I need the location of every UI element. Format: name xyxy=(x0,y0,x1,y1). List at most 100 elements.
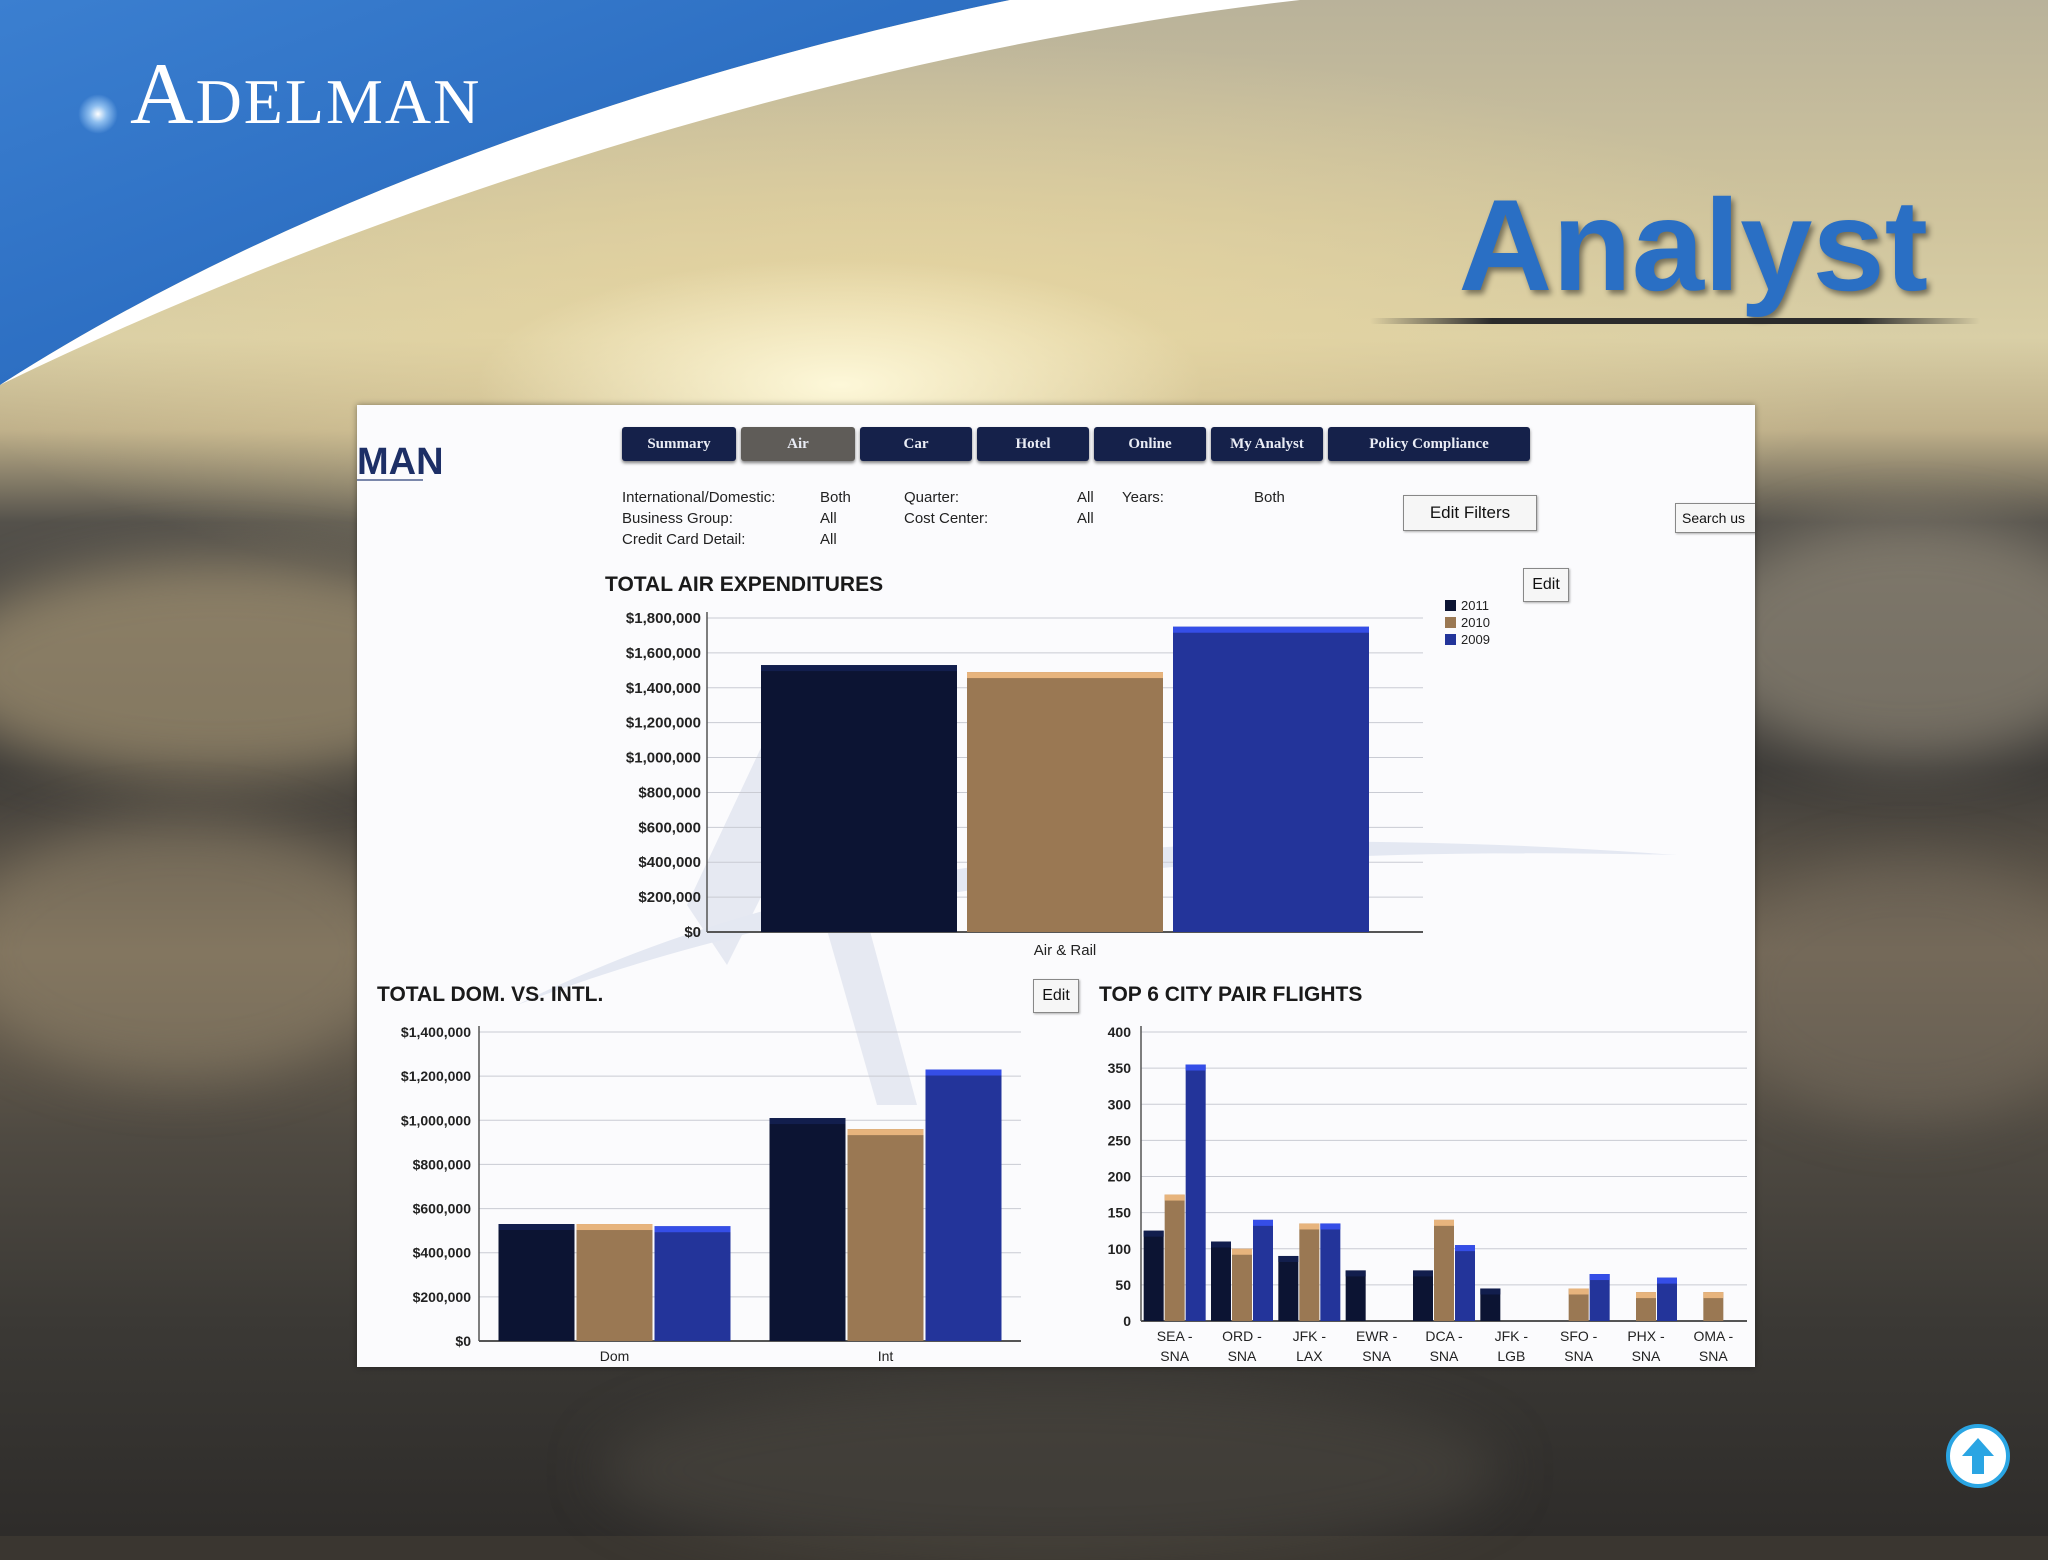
x-tick-label: DCA - xyxy=(1425,1328,1463,1344)
y-tick-label: 150 xyxy=(1108,1205,1132,1221)
dom-intl-title: TOTAL DOM. VS. INTL. xyxy=(377,983,604,1006)
bar-top-highlight xyxy=(1480,1288,1501,1295)
tab-summary[interactable]: Summary xyxy=(622,427,736,461)
y-tick-label: $600,000 xyxy=(638,819,701,836)
bar xyxy=(1657,1277,1677,1321)
y-tick-label: $800,000 xyxy=(638,784,701,801)
x-tick-label: SNA xyxy=(1699,1348,1728,1364)
tab-car[interactable]: Car xyxy=(860,427,972,461)
x-tick-label: SNA xyxy=(1564,1348,1593,1364)
bar-top-highlight xyxy=(1232,1248,1252,1255)
bar xyxy=(967,672,1163,932)
tab-air[interactable]: Air xyxy=(741,427,855,461)
legend-label: 2010 xyxy=(1461,615,1490,630)
bar xyxy=(1568,1288,1589,1321)
bar xyxy=(1211,1241,1231,1321)
x-tick-label: SFO - xyxy=(1560,1328,1598,1344)
bar-top-highlight xyxy=(1413,1270,1433,1277)
search-button[interactable]: Search us xyxy=(1675,503,1755,533)
bar-top-highlight xyxy=(1568,1288,1589,1295)
filter-value-business-group: All xyxy=(820,510,837,527)
edit-air-chart-button[interactable]: Edit xyxy=(1523,568,1569,602)
bar xyxy=(925,1069,1002,1341)
bar xyxy=(1143,1230,1164,1321)
x-tick-label: LGB xyxy=(1497,1348,1525,1364)
bar xyxy=(498,1224,575,1341)
x-tick-label: SNA xyxy=(1430,1348,1459,1364)
bar xyxy=(654,1226,731,1341)
bar-top-highlight xyxy=(1173,626,1369,633)
bar-top-highlight xyxy=(1657,1277,1677,1284)
y-tick-label: 50 xyxy=(1115,1277,1131,1293)
tab-my-analyst[interactable]: My Analyst xyxy=(1211,427,1323,461)
bar-top-highlight xyxy=(1299,1223,1320,1230)
bar-top-highlight xyxy=(769,1118,846,1125)
y-tick-label: 100 xyxy=(1108,1241,1132,1257)
y-tick-label: 200 xyxy=(1108,1169,1132,1185)
y-tick-label: $200,000 xyxy=(638,889,701,906)
tab-hotel[interactable]: Hotel xyxy=(977,427,1089,461)
y-tick-label: $0 xyxy=(455,1333,471,1349)
blue-swoosh-banner xyxy=(0,0,1300,385)
x-tick-label: Dom xyxy=(600,1348,630,1364)
bar-top-highlight xyxy=(654,1226,731,1233)
bar xyxy=(1278,1255,1299,1321)
tab-online[interactable]: Online xyxy=(1094,427,1206,461)
y-tick-label: 0 xyxy=(1123,1313,1131,1329)
arrow-up-icon xyxy=(1962,1438,1994,1474)
total-air-title: TOTAL AIR EXPENDITURES xyxy=(605,573,884,596)
bar-top-highlight xyxy=(1185,1064,1206,1071)
x-tick-label: SNA xyxy=(1362,1348,1391,1364)
tab-policy-compliance[interactable]: Policy Compliance xyxy=(1328,427,1530,461)
filter-label-cost-center: Cost Center: xyxy=(904,510,989,527)
bar-top-highlight xyxy=(1211,1241,1231,1248)
y-tick-label: $200,000 xyxy=(413,1289,472,1305)
bar xyxy=(847,1129,924,1341)
y-tick-label: $1,000,000 xyxy=(626,750,701,767)
logo-spark-icon xyxy=(78,94,118,134)
bar-top-highlight xyxy=(576,1224,653,1231)
bar-top-highlight xyxy=(1455,1245,1475,1252)
y-tick-label: $0 xyxy=(684,924,701,941)
filter-label-credit-card: Credit Card Detail: xyxy=(622,531,746,548)
x-tick-label: PHX - xyxy=(1627,1328,1665,1344)
bar-top-highlight xyxy=(1253,1219,1273,1226)
filter-value-intl-dom: Both xyxy=(820,489,851,506)
bar xyxy=(1299,1223,1320,1321)
y-tick-label: $600,000 xyxy=(413,1201,472,1217)
app-logo-underline xyxy=(357,479,423,481)
x-tick-label: OMA - xyxy=(1693,1328,1733,1344)
scroll-up-button[interactable] xyxy=(1946,1424,2010,1488)
bar xyxy=(1185,1064,1206,1321)
filter-label-intl-dom: International/Domestic: xyxy=(622,489,776,506)
y-tick-label: $1,800,000 xyxy=(626,610,701,627)
edit-filters-button[interactable]: Edit Filters xyxy=(1403,495,1537,531)
filter-label-business-group: Business Group: xyxy=(622,510,733,527)
y-tick-label: $1,000,000 xyxy=(401,1112,471,1128)
x-tick-label: EWR - xyxy=(1356,1328,1398,1344)
city-pair-title: TOP 6 CITY PAIR FLIGHTS xyxy=(1099,983,1363,1006)
y-tick-label: $1,400,000 xyxy=(626,680,701,697)
bar-top-highlight xyxy=(1636,1292,1656,1299)
title-underline xyxy=(1370,318,1980,324)
x-tick-label: JFK - xyxy=(1495,1328,1529,1344)
x-tick-label: Int xyxy=(878,1348,894,1364)
bar-top-highlight xyxy=(967,672,1163,679)
x-tick-label: ORD - xyxy=(1222,1328,1262,1344)
bar-top-highlight xyxy=(925,1069,1002,1076)
y-tick-label: 400 xyxy=(1108,1024,1132,1040)
bar-top-highlight xyxy=(1703,1292,1724,1299)
bar xyxy=(1703,1292,1724,1321)
bar xyxy=(1480,1288,1501,1321)
x-tick-label: JFK - xyxy=(1293,1328,1327,1344)
legend-swatch xyxy=(1445,600,1456,611)
edit-dom-intl-button[interactable]: Edit xyxy=(1033,979,1079,1013)
bar xyxy=(1636,1292,1656,1321)
x-tick-label: SNA xyxy=(1160,1348,1189,1364)
bar-top-highlight xyxy=(761,665,957,672)
x-tick-label: SNA xyxy=(1228,1348,1257,1364)
bar xyxy=(761,665,957,932)
bar xyxy=(1253,1219,1273,1321)
bar xyxy=(1173,626,1369,932)
bar xyxy=(1455,1245,1475,1321)
